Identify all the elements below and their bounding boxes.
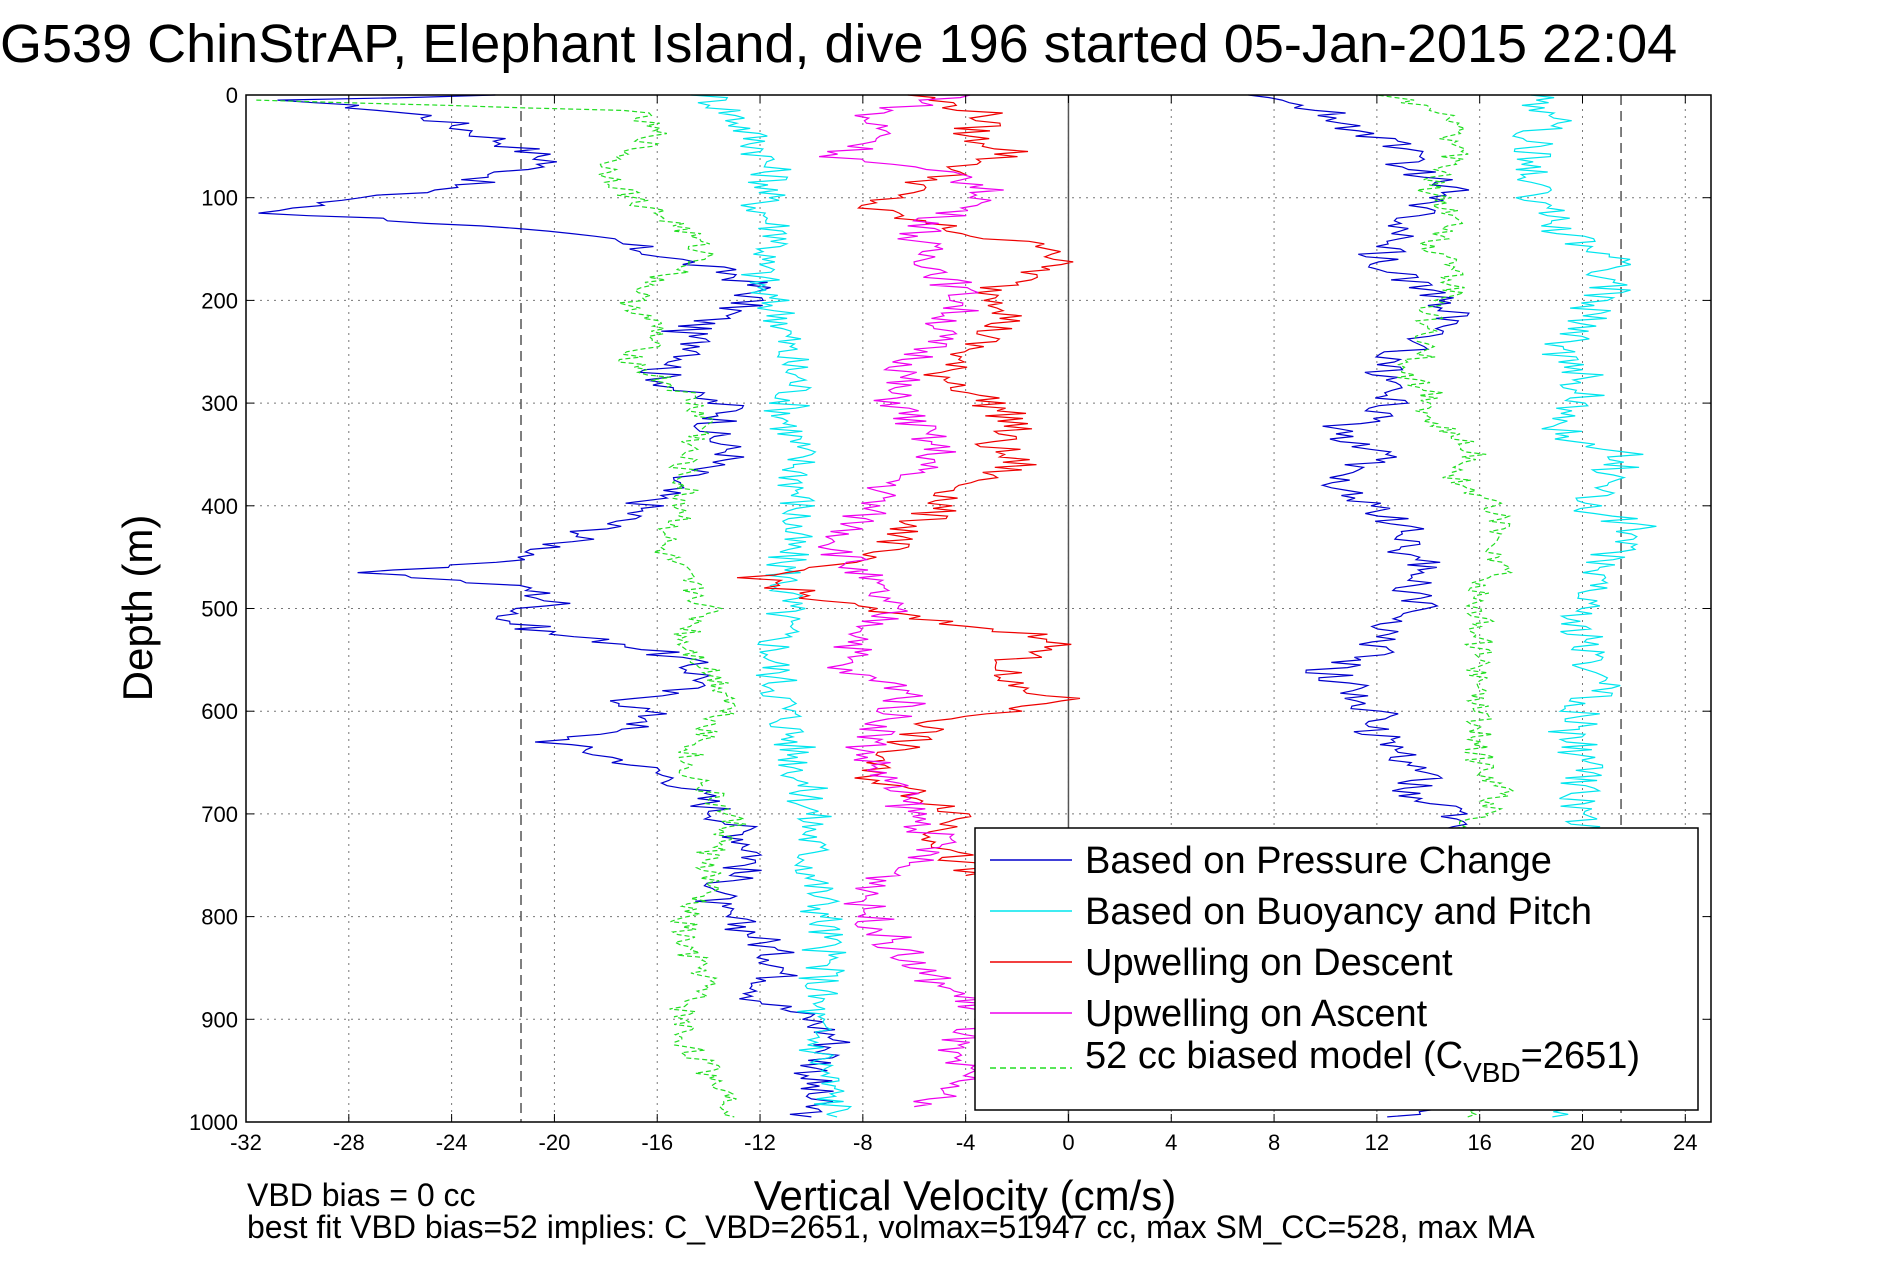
best-fit-note: best fit VBD bias=52 implies: C_VBD=2651… [247,1209,1535,1245]
x-tick-label: -4 [956,1130,976,1155]
x-tick-label: -8 [853,1130,873,1155]
x-axis-label: Vertical Velocity (cm/s) [754,1172,1176,1219]
x-tick-label: 8 [1268,1130,1280,1155]
y-tick-label: 100 [201,186,238,211]
x-tick-label: 12 [1365,1130,1389,1155]
x-tick-label: -20 [539,1130,571,1155]
vbd-bias-note: VBD bias = 0 cc [247,1177,476,1213]
y-tick-label: 500 [201,597,238,622]
x-tick-label: -28 [333,1130,365,1155]
y-tick-label: 0 [226,83,238,108]
x-tick-label: 24 [1673,1130,1697,1155]
y-tick-label: 800 [201,905,238,930]
y-tick-label: 400 [201,494,238,519]
series-4-descent-line [256,99,747,1118]
series-2-descent-line [736,94,1081,877]
y-tick-label: 200 [201,288,238,313]
y-tick-label: 1000 [189,1110,238,1135]
x-tick-label: -24 [436,1130,468,1155]
y-tick-label: 700 [201,802,238,827]
series-3-descent-line [817,94,1004,1108]
chart-title: G539 ChinStrAP, Elephant Island, dive 19… [0,14,1677,74]
legend: Based on Pressure Change Based on Buoyan… [974,827,1699,1111]
x-tick-label: -32 [230,1130,262,1155]
series-1-descent-line [691,94,853,1118]
legend-label-biased-model: 52 cc biased model (CVBD=2651) [1085,1035,1640,1088]
y-tick-label: 900 [201,1007,238,1032]
legend-box [974,827,1699,1111]
y-tick-label: 600 [201,699,238,724]
legend-label-pressure: Based on Pressure Change [1085,840,1552,882]
x-tick-label: 20 [1570,1130,1594,1155]
x-tick-label: 16 [1467,1130,1491,1155]
x-tick-label: 4 [1165,1130,1177,1155]
y-axis-label: Depth (m) [114,515,161,702]
series-0-descent-line [258,94,851,1118]
x-tick-label: 0 [1062,1130,1074,1155]
x-tick-label: -16 [641,1130,673,1155]
x-tick-label: -12 [744,1130,776,1155]
legend-label-buoyancy: Based on Buoyancy and Pitch [1085,891,1592,933]
x-tick-labels: -32 -28 -24 -20 -16 -12 -8 -4 0 4 8 12 16 20 24 [230,95,1698,1155]
y-tick-label: 300 [201,391,238,416]
y-tick-labels: 0 100 200 300 400 500 600 700 800 900 1000 [189,83,1711,1135]
legend-label-upwelling-descent: Upwelling on Descent [1085,942,1453,984]
legend-label-upwelling-ascent: Upwelling on Ascent [1085,993,1428,1035]
